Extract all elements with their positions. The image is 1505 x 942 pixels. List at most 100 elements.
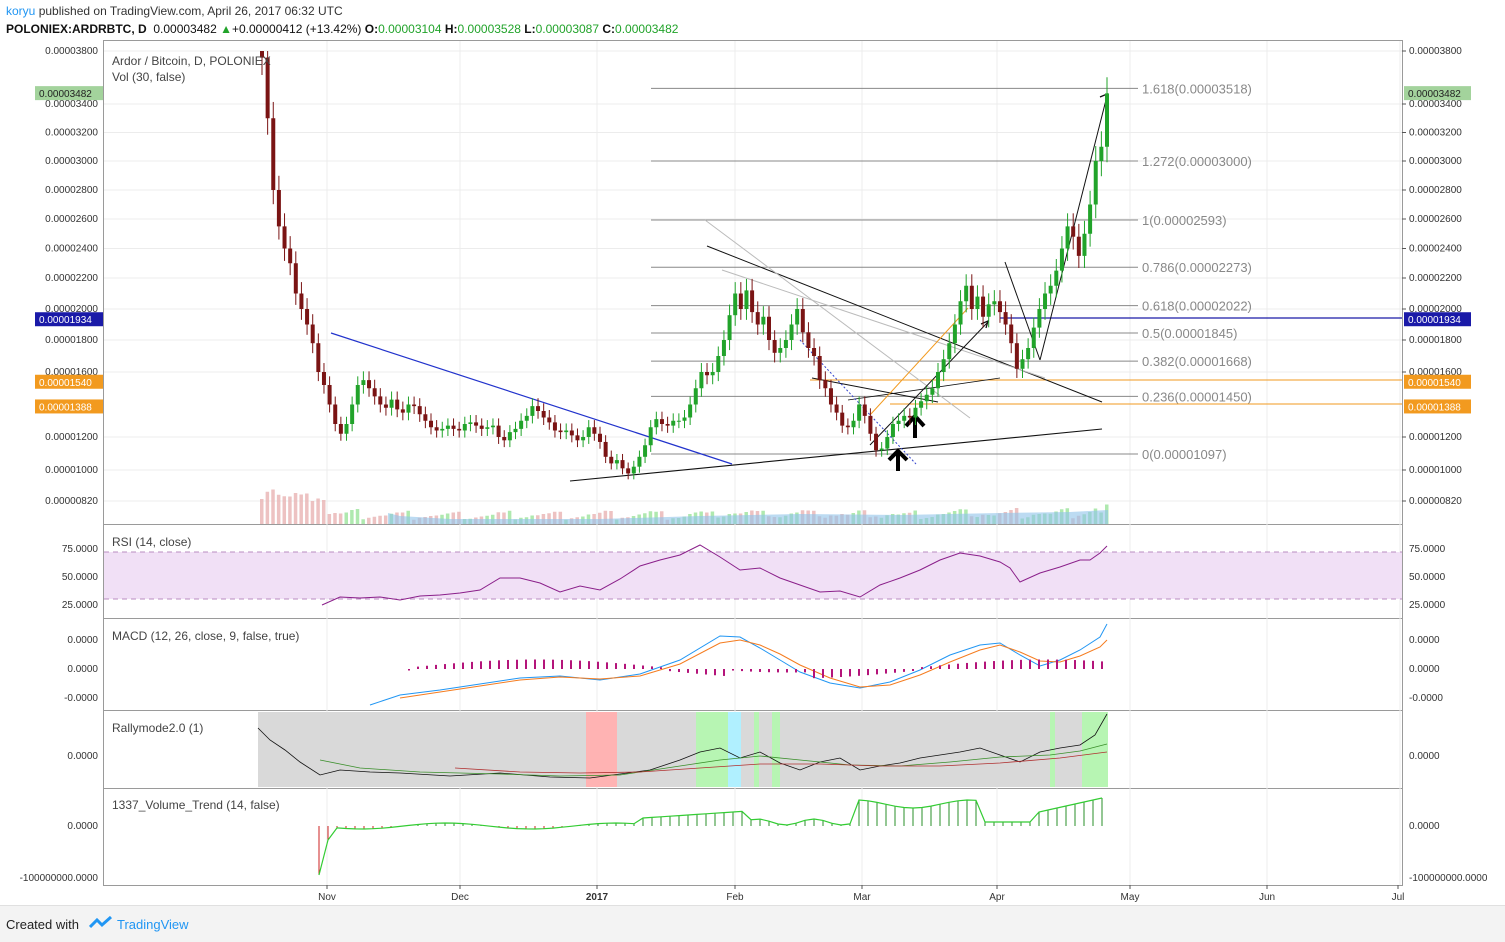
- rsi-right-tick-2: 25.0000: [1409, 600, 1446, 611]
- candle-body-10: [316, 343, 321, 372]
- left-price-axis: 0.00003800 0.00003400 0.00003200 0.00003000…: [45, 46, 98, 507]
- left-tick-10: 0.00001600: [45, 367, 98, 378]
- candle-body-50: [541, 411, 546, 418]
- candle-body-129: [986, 304, 991, 317]
- rally-label: Rallymode2.0 (1): [112, 721, 203, 735]
- candle-body-77: [693, 388, 698, 405]
- right-tick-7: 0.00002200: [1409, 273, 1462, 284]
- macd-hist-bar-54: [894, 669, 896, 673]
- volume-bar-22: [383, 515, 388, 524]
- volume-bar-13: [333, 513, 337, 524]
- macd-hist-bar-59: [939, 665, 941, 669]
- symbol-line: POLONIEX:ARDRBTC, D 0.00003482 ▲+0.00000…: [6, 22, 678, 36]
- author-link[interactable]: koryu: [6, 4, 36, 18]
- candle-body-93: [783, 340, 788, 348]
- symbol-name: POLONIEX:ARDRBTC, D: [6, 22, 147, 36]
- vt-left-tick-1: -100000000.0000: [20, 873, 99, 884]
- macd-hist-bar-22: [606, 662, 608, 669]
- rally-right-tick-0: 0.0000: [1409, 751, 1440, 762]
- right-tick-8: 0.00002000: [1409, 304, 1462, 315]
- tradingview-link[interactable]: TradingView: [117, 917, 189, 932]
- trend-drawings: [330, 92, 1108, 482]
- candle-body-42: [496, 425, 501, 437]
- candle-body-79: [705, 372, 710, 376]
- macd-hist-bar-33: [705, 669, 707, 675]
- chart-area[interactable]: 1.618(0.00003518) 1.272(0.00003000) 1(0.00…: [0, 40, 1505, 905]
- candle-body-90: [767, 316, 771, 340]
- macd-histogram: [408, 659, 1103, 679]
- high-label: H:: [444, 22, 458, 36]
- candle-body-100: [823, 380, 828, 389]
- candle-body-122: [947, 343, 952, 360]
- candle-body-18: [361, 380, 366, 385]
- macd-hist-bar-44: [804, 669, 806, 673]
- macd-line: [369, 623, 1108, 706]
- volume-bar-61: [603, 510, 608, 524]
- publish-line: koryu published on TradingView.com, Apri…: [6, 4, 343, 18]
- right-tick-0: 0.00003800: [1409, 46, 1462, 57]
- macd-hist-bar-73: [1065, 659, 1067, 669]
- volume-bar-43: [502, 512, 506, 524]
- volume-bar-33: [445, 513, 450, 524]
- candle-body-20: [372, 388, 377, 397]
- volume-trend-label: 1337_Volume_Trend (14, false): [112, 798, 280, 812]
- volume-bar-42: [496, 512, 501, 524]
- last-price: 0.00003482: [153, 22, 217, 36]
- left-tick-8: 0.00002000: [45, 304, 98, 315]
- candle-body-38: [474, 422, 479, 426]
- macd-hist-bar-29: [669, 669, 671, 672]
- macd-hist-bar-56: [912, 669, 914, 671]
- macd-hist-bar-4: [444, 664, 446, 669]
- candle-body-29: [423, 414, 428, 421]
- candle-body-62: [609, 456, 614, 464]
- macd-hist-bar-46: [822, 669, 824, 678]
- candle-body-92: [778, 348, 783, 353]
- candle-body-2: [271, 118, 276, 190]
- volume-bar-5: [288, 496, 292, 524]
- volume-bar-21: [378, 515, 382, 524]
- macd-hist-bar-57: [921, 667, 923, 669]
- candle-body-32: [440, 428, 445, 431]
- price-tag-right-1: 0.00001934: [1408, 315, 1461, 326]
- candle-body-58: [586, 427, 591, 437]
- macd-hist-bar-69: [1029, 659, 1031, 669]
- price-change: +0.00000412 (+13.42%): [231, 22, 362, 36]
- fib-label-6: 0.382(0.00001668): [1142, 354, 1252, 369]
- candle-body-121: [941, 359, 946, 372]
- macd-hist-bar-20: [588, 661, 590, 669]
- x-tick-5: Apr: [989, 892, 1005, 903]
- candle-body-134: [1014, 343, 1019, 369]
- candle-body-140: [1048, 285, 1053, 294]
- macd-hist-bar-65: [993, 661, 995, 669]
- rally-line-red: [454, 751, 1108, 774]
- candle-body-145: [1076, 236, 1081, 256]
- candle-body-94: [789, 324, 794, 340]
- candle-body-53: [558, 430, 563, 433]
- vt-left-tick-0: 0.0000: [67, 821, 98, 832]
- candle-body-56: [575, 435, 580, 441]
- candle-body-5: [288, 248, 293, 264]
- x-tick-1: Dec: [451, 892, 469, 903]
- candle-body-65: [626, 468, 631, 474]
- macd-hist-bar-15: [543, 659, 545, 669]
- rsi-label: RSI (14, close): [112, 535, 191, 549]
- candle-body-67: [637, 456, 642, 467]
- candle-body-135: [1020, 359, 1025, 369]
- price-tag-left-3: 0.00001388: [39, 402, 92, 413]
- price-tag-right-bg-0: [1404, 86, 1471, 101]
- candle-body-143: [1065, 226, 1070, 249]
- candle-body-108: [868, 415, 873, 434]
- volume-bar-19: [367, 517, 371, 524]
- candle-body-89: [761, 316, 766, 325]
- macd-hist-bar-9: [489, 660, 491, 669]
- x-tick-8: Jul: [1392, 892, 1405, 903]
- open-value: 0.00003104: [378, 22, 442, 36]
- macd-hist-bar-19: [579, 660, 581, 669]
- candle-body-52: [552, 422, 557, 431]
- candle-body-148: [1093, 161, 1098, 205]
- candle-body-30: [429, 420, 433, 428]
- candle-body-35: [457, 428, 462, 431]
- macd-label: MACD (12, 26, close, 9, false, true): [112, 629, 299, 643]
- macd-hist-bar-67: [1011, 660, 1013, 669]
- candle-body-61: [603, 441, 608, 457]
